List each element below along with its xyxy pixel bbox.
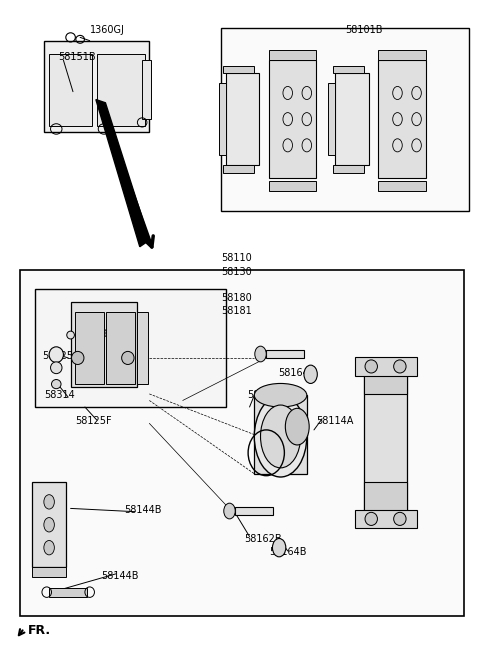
- Ellipse shape: [50, 362, 62, 374]
- FancyBboxPatch shape: [21, 269, 464, 616]
- FancyBboxPatch shape: [33, 567, 66, 577]
- Ellipse shape: [365, 360, 377, 373]
- Ellipse shape: [254, 384, 307, 407]
- Ellipse shape: [365, 512, 377, 526]
- FancyBboxPatch shape: [254, 396, 307, 474]
- FancyBboxPatch shape: [33, 482, 66, 567]
- FancyBboxPatch shape: [333, 66, 364, 74]
- Ellipse shape: [44, 541, 54, 555]
- FancyBboxPatch shape: [218, 83, 226, 155]
- FancyBboxPatch shape: [44, 41, 149, 132]
- Text: 58180: 58180: [221, 293, 252, 303]
- Ellipse shape: [304, 365, 317, 384]
- FancyBboxPatch shape: [49, 588, 87, 597]
- FancyBboxPatch shape: [223, 165, 254, 173]
- FancyBboxPatch shape: [333, 165, 364, 173]
- Ellipse shape: [394, 512, 406, 526]
- Ellipse shape: [49, 347, 63, 363]
- FancyBboxPatch shape: [97, 54, 144, 125]
- Ellipse shape: [285, 408, 309, 445]
- Ellipse shape: [44, 495, 54, 509]
- Text: 58125F: 58125F: [75, 417, 112, 426]
- Text: 58164B: 58164B: [270, 547, 307, 557]
- FancyBboxPatch shape: [364, 368, 407, 394]
- Text: 58144B: 58144B: [124, 505, 162, 515]
- Ellipse shape: [67, 331, 74, 339]
- Text: 58163B: 58163B: [85, 328, 122, 339]
- FancyBboxPatch shape: [235, 507, 274, 515]
- FancyBboxPatch shape: [364, 368, 407, 512]
- Text: 58114A: 58114A: [316, 417, 354, 426]
- FancyBboxPatch shape: [266, 350, 304, 358]
- Ellipse shape: [44, 518, 54, 532]
- FancyBboxPatch shape: [49, 54, 92, 125]
- FancyBboxPatch shape: [336, 74, 369, 165]
- Ellipse shape: [394, 360, 406, 373]
- FancyBboxPatch shape: [226, 74, 259, 165]
- Ellipse shape: [51, 380, 61, 389]
- Text: 58161B: 58161B: [269, 351, 306, 361]
- Text: 58181: 58181: [221, 306, 252, 316]
- Polygon shape: [96, 99, 149, 247]
- FancyBboxPatch shape: [364, 482, 407, 512]
- Text: 58162B: 58162B: [244, 534, 281, 544]
- Text: 58144B: 58144B: [102, 571, 139, 581]
- FancyBboxPatch shape: [142, 60, 151, 119]
- Ellipse shape: [273, 539, 286, 557]
- Ellipse shape: [261, 405, 300, 468]
- Text: 58125: 58125: [42, 351, 73, 361]
- FancyBboxPatch shape: [107, 312, 135, 384]
- FancyBboxPatch shape: [269, 51, 316, 60]
- FancyBboxPatch shape: [75, 312, 104, 384]
- FancyBboxPatch shape: [71, 302, 137, 388]
- Ellipse shape: [254, 396, 307, 477]
- Text: 58130: 58130: [221, 267, 252, 277]
- FancyBboxPatch shape: [39, 482, 54, 567]
- FancyBboxPatch shape: [378, 51, 426, 60]
- Text: 58151B: 58151B: [59, 52, 96, 62]
- Text: 58110: 58110: [221, 254, 252, 263]
- FancyBboxPatch shape: [355, 357, 417, 376]
- FancyBboxPatch shape: [33, 505, 61, 515]
- FancyBboxPatch shape: [269, 181, 316, 191]
- FancyBboxPatch shape: [223, 66, 254, 74]
- FancyBboxPatch shape: [378, 60, 426, 178]
- FancyBboxPatch shape: [35, 289, 226, 407]
- Text: 1360GJ: 1360GJ: [90, 24, 124, 35]
- FancyBboxPatch shape: [137, 312, 148, 384]
- Ellipse shape: [255, 346, 266, 362]
- Text: 58113: 58113: [247, 390, 278, 400]
- FancyBboxPatch shape: [269, 60, 316, 178]
- Text: FR.: FR.: [28, 624, 51, 637]
- Ellipse shape: [224, 503, 235, 519]
- FancyBboxPatch shape: [378, 181, 426, 191]
- FancyBboxPatch shape: [221, 28, 469, 211]
- Ellipse shape: [72, 351, 84, 365]
- Text: 58164B: 58164B: [278, 368, 316, 378]
- FancyBboxPatch shape: [355, 510, 417, 528]
- Ellipse shape: [121, 351, 134, 365]
- Text: 58314: 58314: [44, 390, 75, 400]
- FancyBboxPatch shape: [328, 83, 336, 155]
- Text: 58101B: 58101B: [345, 24, 383, 35]
